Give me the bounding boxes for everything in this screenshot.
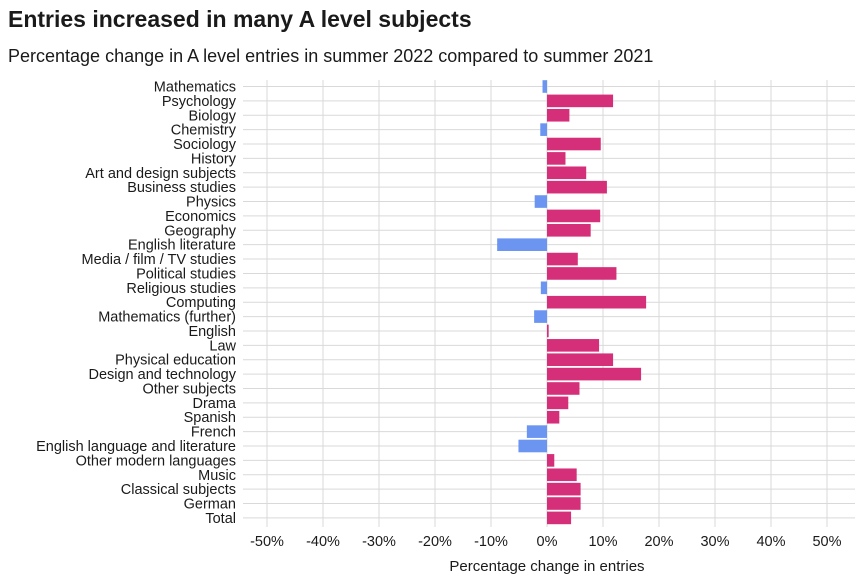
bar bbox=[547, 482, 581, 496]
bar bbox=[547, 152, 566, 165]
category-label: Drama bbox=[192, 396, 236, 412]
category-label: Other subjects bbox=[143, 381, 237, 397]
bar bbox=[547, 396, 569, 410]
category-label: Physical education bbox=[115, 353, 236, 369]
category-label: Physics bbox=[186, 195, 236, 211]
category-label: Mathematics bbox=[154, 80, 236, 96]
category-label: Other modern languages bbox=[76, 453, 236, 469]
category-label: Economics bbox=[165, 209, 236, 225]
category-label: Chemistry bbox=[171, 123, 237, 139]
bar bbox=[534, 310, 547, 323]
bars bbox=[497, 80, 647, 525]
x-tick-label: 30% bbox=[700, 534, 729, 550]
bar bbox=[547, 468, 577, 482]
bar bbox=[518, 439, 547, 453]
category-label: English literature bbox=[128, 238, 236, 254]
category-label: Political studies bbox=[136, 266, 236, 282]
x-tick-labels: -50% -40% -30% -20% -10% 0% 10% 20% 30% 40% 50% bbox=[250, 534, 842, 550]
bar bbox=[547, 382, 580, 395]
bar bbox=[540, 281, 547, 295]
x-tick-label: 20% bbox=[644, 534, 673, 550]
category-label: Media / film / TV studies bbox=[82, 252, 236, 268]
bar bbox=[547, 267, 617, 280]
x-axis-title: Percentage change in entries bbox=[449, 558, 644, 575]
x-tick-label: 40% bbox=[756, 534, 785, 550]
category-label: Sociology bbox=[173, 137, 237, 153]
category-label: Design and technology bbox=[88, 367, 236, 383]
bar bbox=[542, 80, 547, 93]
category-label: Business studies bbox=[127, 180, 236, 196]
category-label: Art and design subjects bbox=[85, 166, 236, 182]
category-label: Psychology bbox=[162, 94, 237, 110]
category-labels: MathematicsPsychologyBiologyChemistrySoc… bbox=[36, 80, 237, 527]
bar bbox=[547, 180, 607, 194]
bar bbox=[547, 166, 587, 180]
bar bbox=[547, 353, 614, 367]
bar bbox=[547, 511, 572, 525]
bar bbox=[534, 195, 547, 208]
bar bbox=[547, 94, 614, 108]
x-tick-label: 0% bbox=[537, 534, 558, 550]
x-tick-label: 10% bbox=[588, 534, 617, 550]
bar bbox=[547, 108, 570, 122]
bar bbox=[547, 209, 601, 223]
category-label: Computing bbox=[166, 295, 236, 311]
category-label: Total bbox=[205, 511, 236, 527]
bar bbox=[497, 238, 547, 251]
bar bbox=[547, 295, 647, 309]
category-label: German bbox=[184, 497, 236, 513]
bar bbox=[547, 454, 555, 467]
category-label: Law bbox=[209, 338, 236, 354]
x-tick-label: -40% bbox=[306, 534, 340, 550]
x-tick-label: 50% bbox=[812, 534, 841, 550]
chart-subtitle: Percentage change in A level entries in … bbox=[8, 46, 654, 66]
category-label: French bbox=[191, 425, 236, 441]
category-label: Classical subjects bbox=[121, 482, 236, 498]
bar bbox=[547, 410, 560, 424]
bar bbox=[547, 137, 601, 151]
category-label: Mathematics (further) bbox=[98, 310, 236, 326]
bar bbox=[540, 123, 547, 136]
bar bbox=[547, 497, 581, 510]
category-label: Religious studies bbox=[126, 281, 236, 297]
category-label: English bbox=[188, 324, 236, 340]
bar bbox=[547, 339, 600, 352]
category-label: History bbox=[191, 151, 237, 167]
x-tick-label: -20% bbox=[418, 534, 452, 550]
bar bbox=[547, 367, 642, 381]
category-label: English language and literature bbox=[36, 439, 236, 455]
bar bbox=[547, 224, 591, 237]
category-label: Music bbox=[198, 468, 236, 484]
x-tick-label: -30% bbox=[362, 534, 396, 550]
x-tick-label: -10% bbox=[474, 534, 508, 550]
bar bbox=[547, 324, 549, 338]
category-label: Geography bbox=[164, 223, 236, 239]
x-tick-label: -50% bbox=[250, 534, 284, 550]
bar bbox=[526, 425, 547, 438]
bar bbox=[547, 252, 578, 266]
chart-title: Entries increased in many A level subjec… bbox=[8, 6, 472, 32]
category-label: Biology bbox=[188, 108, 236, 124]
category-label: Spanish bbox=[184, 410, 236, 426]
